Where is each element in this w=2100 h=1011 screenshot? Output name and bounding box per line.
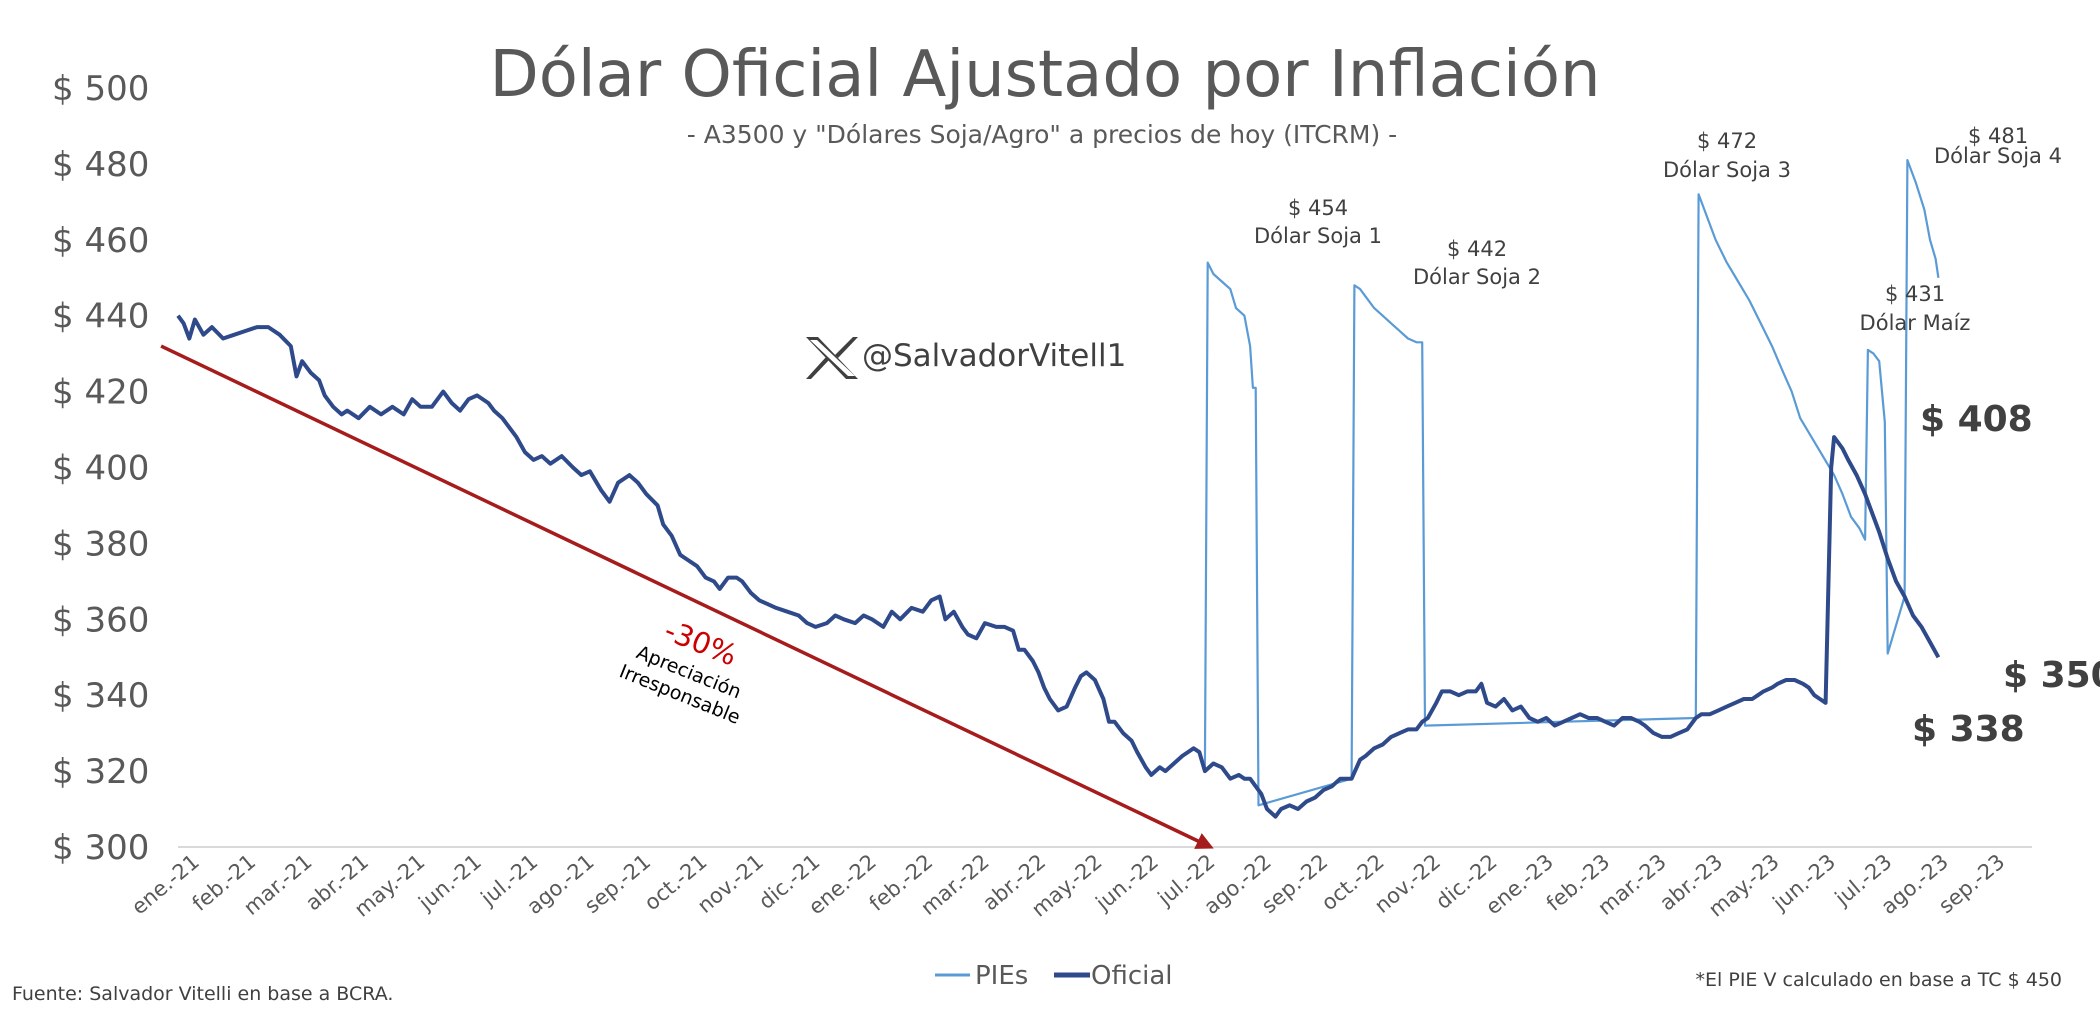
peak-annotation-maiz: $ 431 Dólar Maíz [1860, 282, 1971, 335]
y-tick-label: $ 400 [52, 449, 149, 489]
peak-annotation-soja3: $ 472 Dólar Soja 3 [1663, 129, 1791, 182]
y-tick-label: $ 440 [52, 297, 149, 337]
value-label-408: $ 408 [1920, 399, 2033, 440]
series-line-pies [1203, 159, 1940, 807]
peak-value: $ 454 [1288, 196, 1348, 220]
x-tick-label: jun.-21 [413, 849, 485, 915]
watermark: @SalvadorVitell1 [806, 337, 1126, 379]
peak-value: $ 442 [1447, 237, 1507, 261]
peak-annotation-soja4: $ 481 Dólar Soja 4 [1934, 124, 2062, 168]
legend-label-oficial: Oficial [1091, 961, 1173, 991]
y-tick-label: $ 460 [52, 221, 149, 261]
y-tick-label: $ 420 [52, 373, 149, 413]
y-tick-label: $ 300 [52, 828, 149, 868]
x-logo-icon [806, 337, 858, 379]
y-tick-label: $ 320 [52, 752, 149, 792]
trend-arrow [160, 344, 1214, 849]
chart-title: Dólar Oficial Ajustado por Inflación [489, 38, 1600, 112]
footer-note: *El PIE V calculado en base a TC $ 450 [1696, 969, 2062, 991]
x-axis: ene.-21feb.-21mar.-21abr.-21may.-21jun.-… [127, 849, 2009, 921]
peak-label: Dólar Soja 2 [1413, 265, 1541, 289]
watermark-handle: @SalvadorVitell1 [862, 338, 1126, 374]
y-tick-label: $ 380 [52, 524, 149, 564]
peak-value: $ 472 [1697, 129, 1757, 153]
footer-source: Fuente: Salvador Vitelli en base a BCRA. [12, 983, 393, 1005]
value-label-338: $ 338 [1912, 709, 2025, 750]
peak-annotation-soja2: $ 442 Dólar Soja 2 [1413, 237, 1541, 289]
x-tick-label: jun.-23 [1768, 849, 1840, 915]
peak-label: Dólar Maíz [1860, 311, 1971, 335]
x-tick-label: jun.-22 [1091, 849, 1163, 915]
peak-annotation-soja1: $ 454 Dólar Soja 1 [1254, 196, 1382, 248]
legend: PIEs Oficial [935, 961, 1173, 991]
trend-annotation: -30% Apreciación Irresponsable [616, 613, 744, 729]
peak-label: Dólar Soja 1 [1254, 224, 1382, 248]
y-tick-label: $ 340 [52, 676, 149, 716]
peak-value: $ 481 [1968, 124, 2028, 148]
legend-label-pies: PIEs [975, 961, 1028, 991]
peak-label: Dólar Soja 3 [1663, 158, 1791, 182]
peak-label: Dólar Soja 4 [1934, 144, 2062, 168]
chart-subtitle: - A3500 y "Dólares Soja/Agro" a precios … [687, 120, 1397, 149]
y-tick-label: $ 360 [52, 600, 149, 640]
y-tick-label: $ 480 [52, 145, 149, 185]
series-line-oficial [176, 314, 1941, 819]
y-tick-label: $ 500 [52, 69, 149, 109]
y-axis: $ 300 $ 320 $ 340 $ 360 $ 380 $ 400 $ 420 $ 440… [52, 69, 2032, 868]
peak-value: $ 431 [1885, 282, 1945, 306]
value-label-350: $ 350 [2003, 655, 2100, 696]
